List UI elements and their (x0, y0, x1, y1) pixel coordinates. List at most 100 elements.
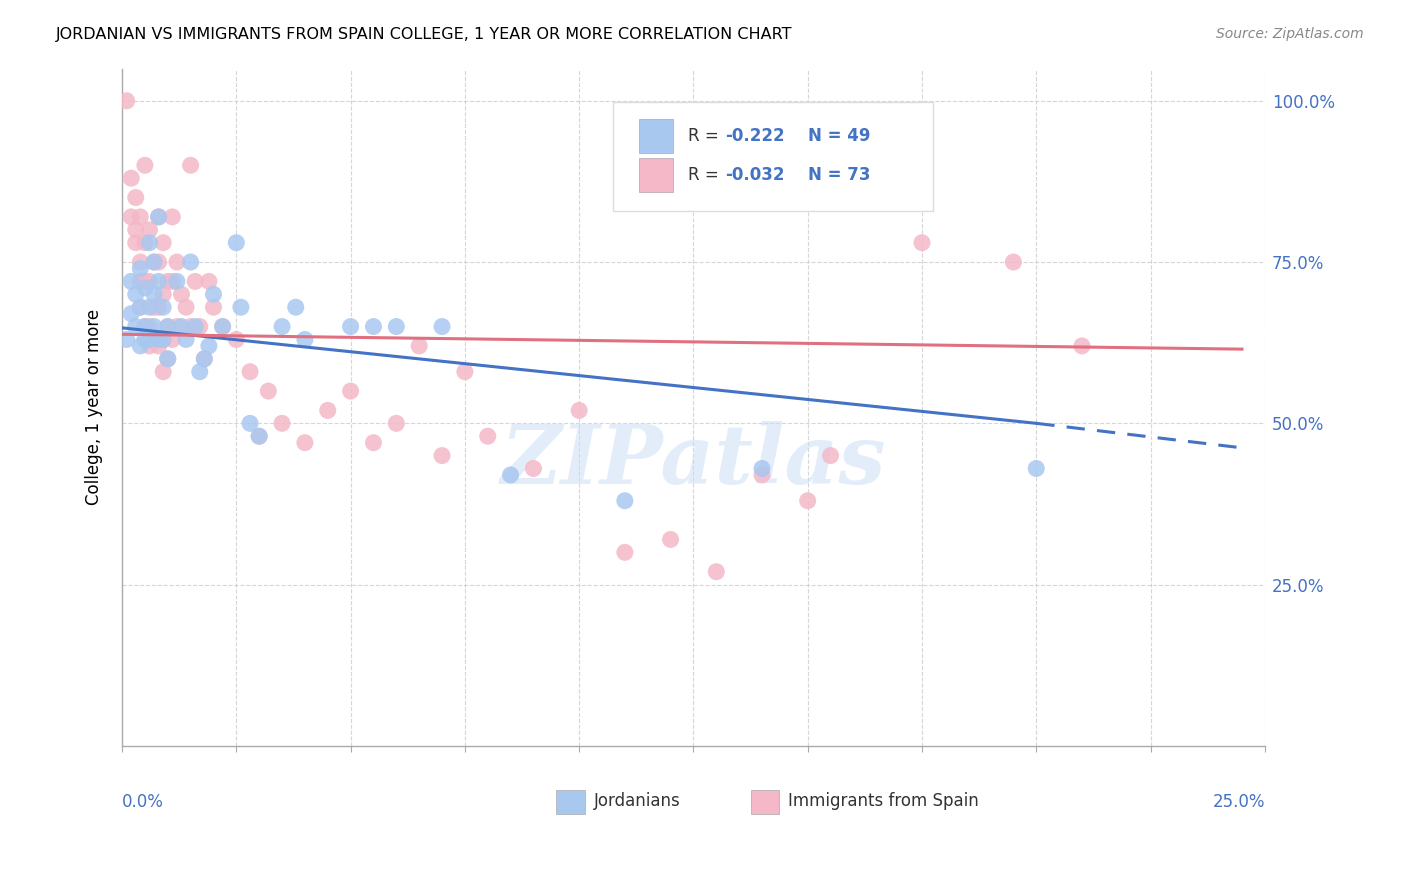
Point (430, 449, 453, 463)
Point (820, 449, 842, 463)
Point (180, 255, 202, 269)
Point (499, 467, 522, 482)
Bar (751, 790, 779, 814)
Point (143, 300, 166, 314)
Y-axis label: College, 1 year or more: College, 1 year or more (86, 310, 103, 505)
Point (170, 287, 193, 301)
Point (120, 210, 142, 224)
Point (294, 435, 316, 450)
Point (363, 319, 385, 334)
Point (294, 333, 316, 347)
Text: -0.222: -0.222 (725, 127, 785, 145)
Point (143, 319, 166, 334)
Point (225, 235, 247, 250)
Point (138, 300, 160, 314)
Text: JORDANIAN VS IMMIGRANTS FROM SPAIN COLLEGE, 1 YEAR OR MORE CORRELATION CHART: JORDANIAN VS IMMIGRANTS FROM SPAIN COLLE… (56, 27, 793, 42)
Point (430, 319, 453, 334)
Point (166, 319, 188, 334)
Point (138, 223, 160, 237)
Point (477, 429, 499, 443)
Point (129, 300, 152, 314)
Point (152, 365, 174, 379)
Point (148, 210, 170, 224)
Point (156, 351, 179, 366)
Point (911, 235, 934, 250)
Text: -0.032: -0.032 (725, 166, 785, 184)
FancyBboxPatch shape (613, 103, 934, 211)
Point (225, 333, 247, 347)
Text: ZIPatlas: ZIPatlas (501, 421, 886, 501)
Point (198, 339, 221, 353)
Point (271, 417, 294, 431)
Point (257, 384, 280, 398)
Point (134, 319, 156, 334)
Point (166, 274, 188, 288)
Text: Jordanians: Jordanians (593, 792, 681, 811)
Point (152, 333, 174, 347)
Point (148, 255, 170, 269)
Point (704, 565, 727, 579)
Point (170, 319, 193, 334)
Point (796, 493, 818, 508)
Point (613, 545, 636, 559)
Point (125, 287, 148, 301)
Point (211, 319, 233, 334)
Point (115, 333, 138, 347)
Point (613, 493, 636, 508)
Text: Immigrants from Spain: Immigrants from Spain (789, 792, 979, 811)
Point (1025, 461, 1047, 475)
Point (148, 300, 170, 314)
Point (198, 274, 221, 288)
Point (143, 255, 166, 269)
Point (125, 190, 148, 204)
Point (184, 319, 207, 334)
Point (162, 274, 184, 288)
Point (129, 300, 152, 314)
Bar (638, 119, 673, 153)
Point (180, 319, 202, 334)
Point (134, 274, 156, 288)
Point (271, 319, 294, 334)
Point (363, 435, 385, 450)
Point (1002, 255, 1025, 269)
Point (1071, 339, 1094, 353)
Point (316, 403, 339, 417)
Text: N = 49: N = 49 (807, 127, 870, 145)
Bar (557, 790, 585, 814)
Point (143, 255, 166, 269)
Point (134, 158, 156, 172)
Text: N = 73: N = 73 (807, 166, 870, 184)
Point (143, 287, 166, 301)
Point (120, 171, 142, 186)
Point (751, 467, 773, 482)
Point (188, 319, 211, 334)
Point (129, 261, 152, 276)
Point (129, 255, 152, 269)
Point (247, 429, 270, 443)
Point (751, 461, 773, 475)
Text: 0.0%: 0.0% (122, 793, 165, 812)
Point (129, 210, 152, 224)
Bar (638, 158, 673, 192)
Point (134, 235, 156, 250)
Point (339, 319, 361, 334)
Text: Source: ZipAtlas.com: Source: ZipAtlas.com (1216, 27, 1364, 41)
Point (202, 287, 225, 301)
Point (156, 319, 179, 334)
Point (138, 274, 160, 288)
Point (129, 339, 152, 353)
Point (659, 533, 682, 547)
Point (202, 300, 225, 314)
Text: R =: R = (688, 166, 724, 184)
Point (138, 333, 160, 347)
Point (148, 339, 170, 353)
Point (454, 365, 477, 379)
Point (239, 365, 262, 379)
Point (148, 333, 170, 347)
Point (143, 333, 166, 347)
Point (152, 287, 174, 301)
Point (193, 351, 215, 366)
Point (148, 274, 170, 288)
Point (247, 429, 270, 443)
Point (339, 384, 361, 398)
